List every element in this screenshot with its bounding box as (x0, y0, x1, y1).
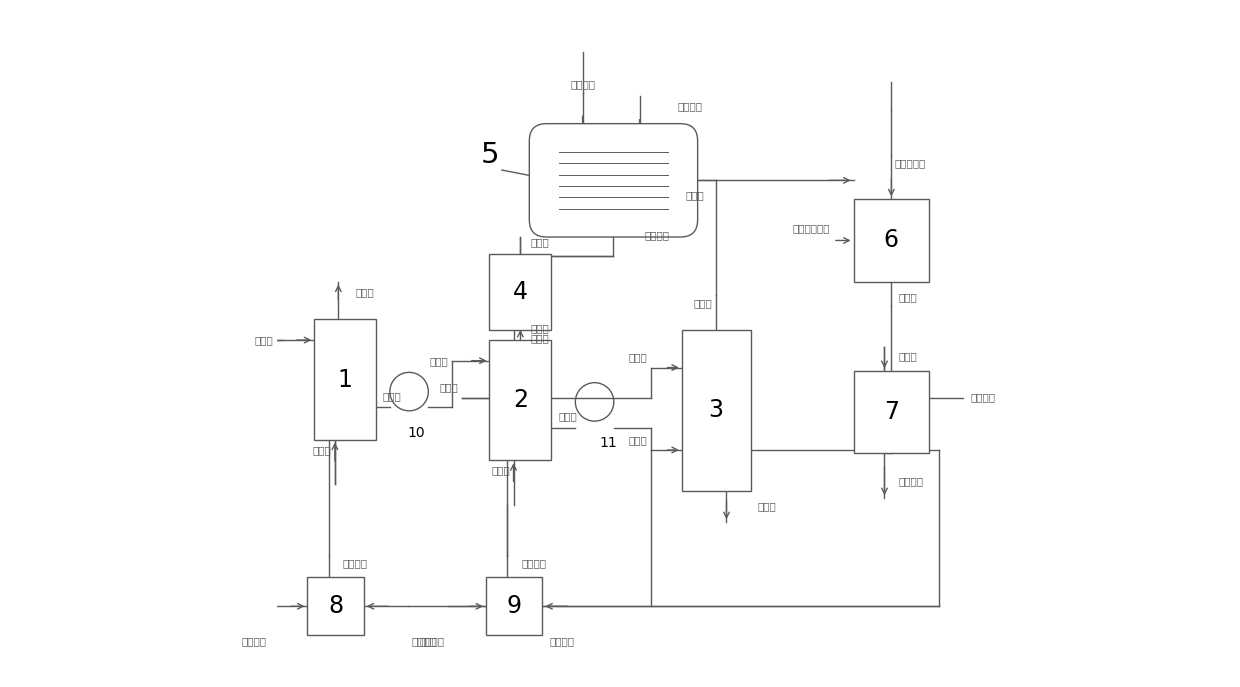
Text: 热气出口: 热气出口 (342, 559, 367, 568)
Text: 进气口: 进气口 (312, 445, 331, 455)
Text: 8: 8 (329, 594, 343, 618)
Text: 10: 10 (407, 426, 425, 440)
Text: 进料口: 进料口 (429, 356, 448, 365)
Text: 氢气出口: 氢气出口 (898, 476, 924, 486)
Text: 出料口: 出料口 (383, 391, 402, 401)
Text: 1: 1 (337, 368, 352, 392)
Text: 进料口: 进料口 (254, 335, 273, 345)
Text: 出气口: 出气口 (898, 292, 918, 302)
Text: 空气入口: 空气入口 (570, 80, 595, 89)
FancyBboxPatch shape (853, 199, 929, 282)
Text: 11: 11 (599, 436, 618, 450)
Text: 混气入口: 混气入口 (645, 230, 670, 240)
Text: 7: 7 (884, 401, 899, 424)
Text: 空气入口: 空气入口 (420, 636, 445, 646)
Text: 进气口: 进气口 (629, 352, 647, 362)
FancyBboxPatch shape (529, 124, 698, 237)
Text: 出气口: 出气口 (440, 382, 459, 392)
Text: 5: 5 (481, 141, 500, 169)
Text: 燃气入口: 燃气入口 (549, 636, 574, 646)
Text: 进气口: 进气口 (898, 351, 918, 361)
Text: 进气口: 进气口 (531, 333, 549, 343)
Text: 出气口: 出气口 (356, 287, 374, 297)
Text: 9: 9 (507, 594, 522, 618)
Text: 燃气入口: 燃气入口 (412, 636, 436, 646)
Text: 水蒸气入口: 水蒸气入口 (895, 159, 926, 168)
Text: 出气口: 出气口 (531, 323, 549, 333)
FancyBboxPatch shape (314, 319, 376, 440)
FancyBboxPatch shape (490, 254, 552, 330)
Text: 4: 4 (513, 280, 528, 304)
Text: 出料口: 出料口 (558, 412, 577, 422)
Text: 出气口: 出气口 (531, 237, 549, 247)
Text: 杂气出口: 杂气出口 (971, 392, 996, 402)
Text: 进气口: 进气口 (491, 466, 510, 475)
Text: 热气出口: 热气出口 (521, 559, 546, 568)
Text: 3: 3 (709, 398, 724, 423)
Text: 6: 6 (884, 229, 899, 252)
Text: 空气入口: 空气入口 (242, 636, 267, 646)
Text: 可燃气体入口: 可燃气体入口 (792, 223, 830, 233)
FancyBboxPatch shape (308, 577, 363, 635)
Text: 排渣口: 排渣口 (758, 502, 776, 511)
FancyBboxPatch shape (490, 340, 552, 460)
FancyBboxPatch shape (486, 577, 542, 635)
Text: 出气口: 出气口 (686, 190, 704, 201)
FancyBboxPatch shape (682, 330, 750, 491)
Text: 2: 2 (513, 388, 528, 412)
FancyBboxPatch shape (853, 371, 929, 453)
Text: 燃气入口: 燃气入口 (677, 102, 702, 111)
Text: 进料口: 进料口 (629, 435, 647, 444)
Text: 出气口: 出气口 (694, 299, 713, 308)
